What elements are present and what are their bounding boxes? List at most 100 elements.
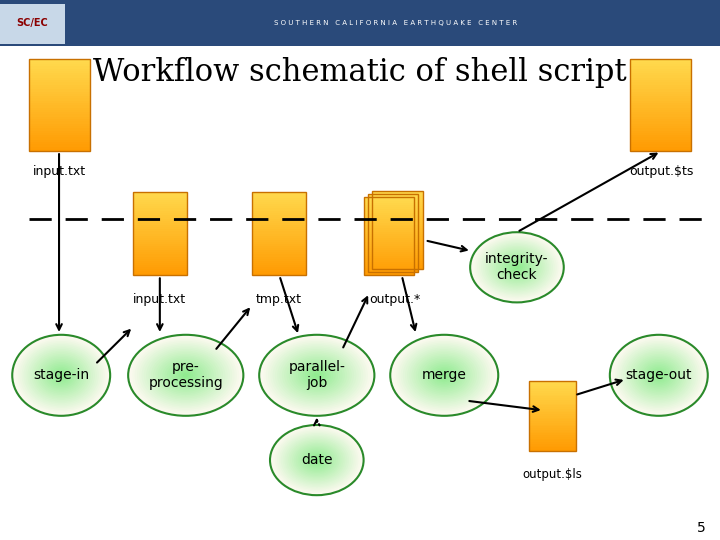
Bar xyxy=(368,221,418,223)
Ellipse shape xyxy=(53,368,69,382)
Bar xyxy=(630,64,691,66)
Ellipse shape xyxy=(158,355,214,395)
Bar xyxy=(372,210,423,212)
Ellipse shape xyxy=(16,338,107,413)
Bar xyxy=(368,251,418,253)
Ellipse shape xyxy=(657,374,661,377)
Bar xyxy=(630,80,691,82)
Ellipse shape xyxy=(413,353,475,399)
Bar xyxy=(372,199,423,200)
Bar xyxy=(29,147,90,149)
Bar xyxy=(372,202,423,204)
Bar xyxy=(133,259,187,261)
Bar xyxy=(364,197,414,275)
Bar xyxy=(630,89,691,91)
Ellipse shape xyxy=(399,341,490,409)
Bar xyxy=(364,246,414,248)
Bar xyxy=(29,87,90,89)
Ellipse shape xyxy=(287,354,347,396)
Ellipse shape xyxy=(507,260,527,275)
Ellipse shape xyxy=(128,335,243,416)
Bar xyxy=(252,192,306,194)
Bar xyxy=(133,206,187,208)
Ellipse shape xyxy=(505,259,528,276)
Bar xyxy=(252,259,306,261)
Bar xyxy=(133,240,187,242)
Bar xyxy=(133,211,187,213)
Text: stage-out: stage-out xyxy=(626,368,692,382)
Bar xyxy=(372,253,423,255)
Ellipse shape xyxy=(649,367,669,383)
Bar xyxy=(630,129,691,131)
Bar xyxy=(372,214,423,216)
Text: SC/EC: SC/EC xyxy=(17,18,48,28)
Bar xyxy=(368,260,418,262)
Ellipse shape xyxy=(490,247,544,287)
Ellipse shape xyxy=(312,372,322,379)
Bar xyxy=(529,393,576,395)
Ellipse shape xyxy=(290,440,343,480)
Bar xyxy=(252,232,306,233)
Ellipse shape xyxy=(266,339,368,411)
Ellipse shape xyxy=(156,354,216,396)
Bar xyxy=(368,235,418,237)
Ellipse shape xyxy=(438,370,451,380)
Ellipse shape xyxy=(609,335,708,416)
Bar xyxy=(368,239,418,241)
Bar xyxy=(364,242,414,244)
Bar xyxy=(252,204,306,206)
Ellipse shape xyxy=(27,348,95,403)
Ellipse shape xyxy=(395,338,495,413)
Ellipse shape xyxy=(652,370,665,380)
Ellipse shape xyxy=(24,345,99,407)
Text: output.$ts: output.$ts xyxy=(629,165,693,178)
Ellipse shape xyxy=(179,370,193,380)
Bar xyxy=(133,221,187,223)
Bar xyxy=(133,233,187,235)
Bar xyxy=(368,241,418,243)
Ellipse shape xyxy=(487,245,547,290)
Bar xyxy=(29,98,90,100)
Bar xyxy=(630,71,691,73)
Ellipse shape xyxy=(515,266,519,269)
Bar xyxy=(133,265,187,267)
Ellipse shape xyxy=(296,361,338,390)
Bar xyxy=(630,147,691,149)
Ellipse shape xyxy=(312,457,321,463)
Ellipse shape xyxy=(474,235,560,300)
Bar xyxy=(372,251,423,253)
Bar xyxy=(252,238,306,240)
Ellipse shape xyxy=(492,249,541,286)
Bar xyxy=(630,78,691,80)
Ellipse shape xyxy=(425,361,464,390)
Bar xyxy=(368,265,418,266)
Bar xyxy=(252,271,306,273)
Ellipse shape xyxy=(641,361,677,390)
Ellipse shape xyxy=(392,336,497,415)
Bar xyxy=(630,94,691,96)
Ellipse shape xyxy=(302,365,331,386)
Bar xyxy=(529,446,576,447)
Bar xyxy=(630,119,691,122)
Bar xyxy=(529,438,576,441)
Bar xyxy=(133,215,187,217)
Ellipse shape xyxy=(433,367,455,383)
Ellipse shape xyxy=(294,443,340,477)
Bar xyxy=(133,192,187,275)
Bar xyxy=(364,201,414,203)
Ellipse shape xyxy=(140,342,232,408)
Ellipse shape xyxy=(181,372,191,379)
Bar xyxy=(529,403,576,405)
Ellipse shape xyxy=(26,346,96,405)
Bar xyxy=(630,138,691,140)
Ellipse shape xyxy=(148,349,223,402)
Bar xyxy=(133,196,187,198)
Ellipse shape xyxy=(639,359,679,392)
Bar xyxy=(529,442,576,444)
Ellipse shape xyxy=(135,339,237,411)
Ellipse shape xyxy=(259,335,374,416)
Bar xyxy=(133,252,187,254)
Ellipse shape xyxy=(271,342,364,408)
Ellipse shape xyxy=(279,432,355,488)
Bar xyxy=(364,266,414,268)
